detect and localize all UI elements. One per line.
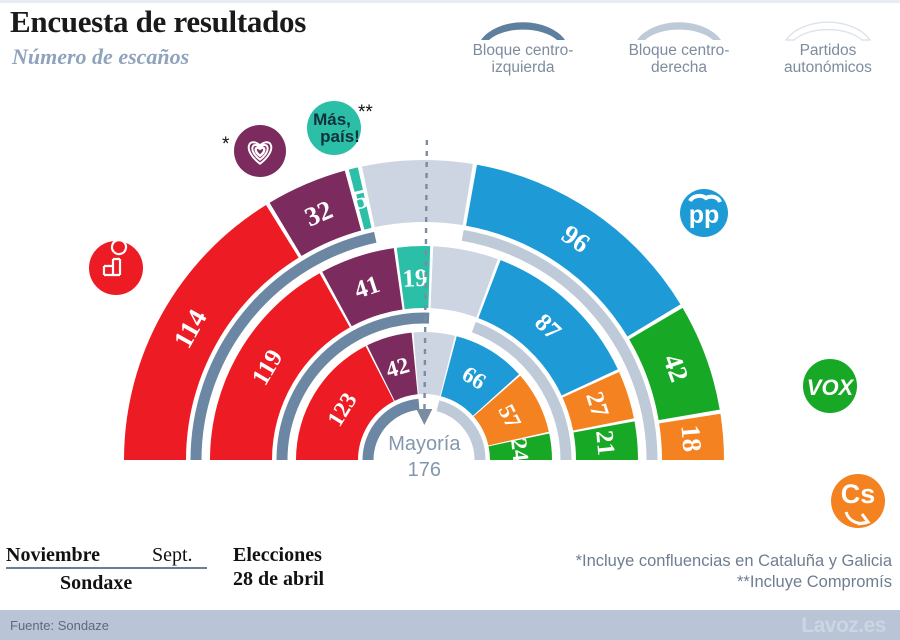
seat-count-vox: 21 bbox=[590, 429, 619, 456]
legend-item-partidos-autonomicos: Partidos autonómicos bbox=[756, 18, 900, 76]
source-text: Fuente: Sondaze bbox=[10, 618, 110, 633]
legend-item-bloque-centro-derecha: Bloque centro- derecha bbox=[604, 18, 754, 76]
label-noviembre: Noviembre bbox=[6, 544, 101, 566]
segment-vox bbox=[573, 421, 638, 460]
vox-label: VOX bbox=[807, 375, 855, 400]
segment-psoe bbox=[296, 346, 394, 460]
legend-label-right: Partidos autonómicos bbox=[784, 42, 872, 76]
seat-count-mas_pais: 19 bbox=[402, 265, 428, 293]
asterisk-two-marker: ** bbox=[358, 102, 373, 123]
segment-psoe bbox=[124, 204, 299, 460]
bloc-arc-centro-izquierda bbox=[362, 398, 420, 461]
cs-label: Cs bbox=[841, 479, 876, 509]
segment-ciudadanos bbox=[473, 375, 549, 446]
bloc-arc-centro-derecha bbox=[436, 400, 486, 461]
cs-badge bbox=[831, 474, 885, 528]
watermark-logo: Lavoz.es bbox=[801, 614, 886, 637]
maspais-badge bbox=[307, 101, 361, 155]
bloc-arc-centro-izquierda bbox=[276, 312, 430, 461]
segment-pp bbox=[478, 260, 618, 396]
segment-regionales bbox=[430, 246, 498, 318]
segment-pp bbox=[466, 164, 681, 337]
majority-dashed-line bbox=[423, 140, 429, 421]
label-sondaxe: Sondaxe bbox=[60, 572, 133, 594]
segment-psoe bbox=[210, 273, 350, 460]
bloc-arc-centro-derecha bbox=[471, 321, 572, 461]
pp-swoosh-icon bbox=[688, 193, 722, 203]
segment-regionales bbox=[413, 332, 455, 396]
page-title: Encuesta de resultados bbox=[10, 4, 306, 39]
segment-unidas_podemos bbox=[269, 170, 362, 256]
legend-arc-icon-mid bbox=[637, 22, 721, 40]
legend-arc-icon-right bbox=[784, 21, 872, 41]
segment-pp bbox=[440, 336, 520, 416]
rose-fist-icon bbox=[102, 239, 128, 277]
segment-ciudadanos bbox=[562, 371, 634, 431]
seat-count-vox: 24 bbox=[506, 437, 533, 463]
majority-label: Mayoría bbox=[388, 433, 461, 455]
segment-unidas_podemos bbox=[367, 332, 418, 401]
segment-mas_pais bbox=[396, 246, 431, 310]
footnote-two: **Incluye Compromís bbox=[737, 573, 892, 591]
label-elecciones-line2: 28 de abril bbox=[233, 568, 325, 590]
majority-arrow-icon bbox=[416, 409, 433, 426]
maspais-label-line2: país! bbox=[320, 127, 360, 146]
segment-regionales bbox=[361, 159, 473, 228]
cs-arrow-icon bbox=[844, 511, 871, 526]
label-sept: Sept. bbox=[152, 544, 193, 566]
legend-label-mid: Bloque centro- derecha bbox=[628, 42, 730, 76]
source-bar bbox=[0, 610, 900, 640]
page-subtitle: Número de escaños bbox=[12, 44, 190, 69]
legend-arc-icon-left bbox=[481, 22, 565, 40]
segment-vox bbox=[488, 433, 552, 460]
label-elecciones-line1: Elecciones bbox=[233, 544, 322, 566]
segment-vox bbox=[629, 307, 720, 421]
bloc-arc-centro-izquierda bbox=[190, 231, 377, 461]
maspais-label-line1: Más, bbox=[313, 110, 351, 129]
asterisk-one-marker: * bbox=[222, 134, 230, 155]
segment-mas_pais bbox=[348, 167, 372, 230]
seat-count-ciudadanos: 18 bbox=[675, 424, 707, 453]
legend-label-left: Bloque centro- izquierda bbox=[472, 42, 574, 76]
footnote-one: *Incluye confluencias en Cataluña y Gali… bbox=[575, 552, 892, 570]
segment-unidas_podemos bbox=[322, 248, 403, 327]
heart-icon bbox=[247, 141, 273, 166]
segment-ciudadanos bbox=[659, 413, 724, 460]
pp-label: pp bbox=[689, 201, 720, 229]
bloc-arc-centro-derecha bbox=[461, 229, 658, 461]
podemos-badge bbox=[234, 125, 286, 177]
sondaxe-rule bbox=[6, 567, 207, 569]
top-divider bbox=[0, 0, 900, 3]
vox-badge bbox=[803, 359, 857, 413]
majority-value: 176 bbox=[408, 459, 441, 481]
legend-item-bloque-centro-izquierda: Bloque centro- izquierda bbox=[444, 18, 602, 76]
psoe-badge bbox=[89, 241, 143, 295]
